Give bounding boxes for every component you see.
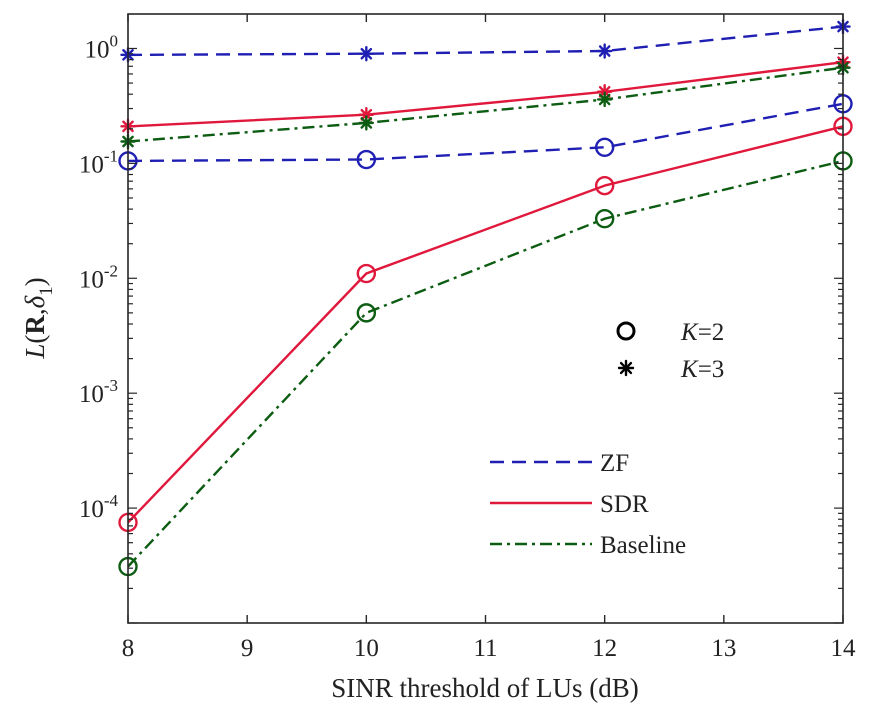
series-line-zf-k2: [127, 102, 844, 163]
data-point-zf-k3: [596, 43, 613, 59]
plot-area: [128, 14, 843, 623]
y-axis-label: L(R,δ1): [20, 277, 57, 359]
axes-layer: 8 9 10 11 12 13 14 10-4 10-3 10-2 10-1 100: [79, 13, 857, 662]
legend-star-marker: [617, 359, 635, 377]
data-point-zf-k2: [356, 149, 377, 170]
data-point-zf-k2: [594, 137, 615, 158]
y-tick-label: 10-4: [79, 491, 119, 523]
data-point-baseline-k3: [358, 115, 375, 131]
data-point-sdr-k2: [594, 175, 615, 196]
legend-entry-baseline: Baseline: [490, 532, 686, 559]
data-point-sdr-k3-stroke: [360, 108, 373, 121]
data-point-baseline-k3: [596, 91, 613, 108]
x-tick-label: 8: [122, 635, 135, 662]
legend-marker-label: K=3: [680, 356, 724, 383]
legend-entry-sdr: SDR: [490, 491, 649, 518]
series-line-baseline-k2: [127, 159, 844, 568]
series-line-sdr-k2: [127, 125, 844, 524]
legend-label-sdr: SDR: [600, 491, 649, 518]
legend-label-baseline: Baseline: [600, 532, 686, 559]
legend-marker-entry: K=3: [617, 356, 724, 383]
x-tick-label: 11: [473, 635, 497, 662]
data-point-baseline-k3-stroke: [360, 117, 373, 129]
data-point-baseline-k2: [356, 303, 377, 323]
y-tick-label: 100: [85, 31, 119, 63]
data-point-baseline-k3-stroke: [598, 93, 611, 106]
legend-star-marker-stroke: [619, 361, 633, 375]
legend-marker-entry: K=2: [616, 319, 724, 346]
x-tick-label: 14: [831, 635, 857, 662]
legend-layer: K=2 K=3 ZF SDR Baseline: [490, 319, 724, 559]
legend-circle-marker: [616, 321, 636, 341]
y-tick-label: 10-1: [79, 146, 118, 178]
x-tick-label: 13: [711, 635, 736, 662]
x-axis-label: SINR threshold of LUs (dB): [331, 673, 638, 703]
series-line-baseline-k3: [127, 66, 844, 143]
legend-entry-zf: ZF: [490, 450, 629, 477]
legend-marker-label: K=2: [680, 319, 724, 346]
data-point-zf-k3-stroke: [360, 47, 373, 60]
x-tick-label: 10: [354, 635, 379, 662]
data-point-baseline-k2: [594, 209, 615, 229]
data-point-zf-k3-stroke: [598, 45, 611, 57]
x-tick-label: 12: [592, 635, 617, 662]
x-tick-label: 9: [241, 635, 254, 662]
data-point-sdr-k2: [356, 263, 377, 284]
legend-label-zf: ZF: [600, 450, 629, 477]
data-point-zf-k3: [358, 46, 375, 62]
y-tick-label: 10-2: [79, 261, 118, 293]
series-line-zf-k3: [127, 25, 844, 57]
y-tick-label: 10-3: [79, 376, 118, 408]
series-line-sdr-k3: [127, 61, 844, 128]
y-axis-label-text: L(R,δ1): [20, 277, 57, 359]
